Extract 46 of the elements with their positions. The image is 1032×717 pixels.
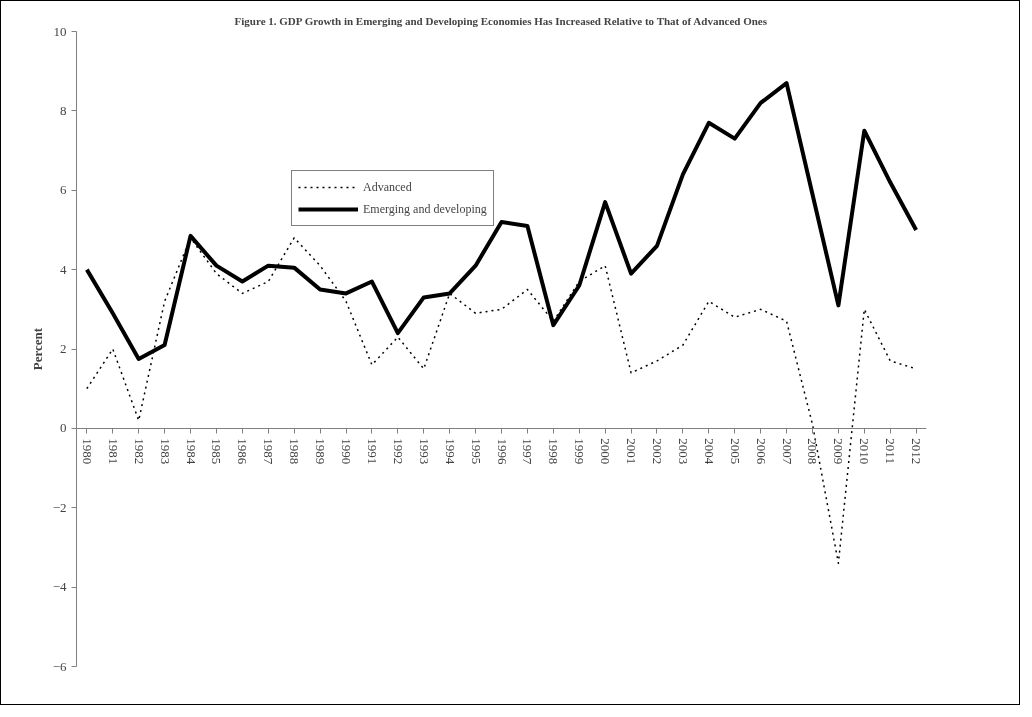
x-tick-label: 2002	[649, 438, 665, 465]
x-tick-label: 1985	[209, 438, 225, 465]
x-tick-label: 2006	[753, 438, 769, 465]
x-tick-label: 1990	[339, 438, 355, 465]
x-tick-label: 1980	[79, 438, 95, 465]
y-tick-label: −6	[52, 658, 67, 674]
x-tick-label: 1992	[390, 438, 406, 465]
x-tick-label: 1981	[105, 438, 121, 465]
x-tick-label: 1988	[287, 438, 303, 465]
y-tick-label: −4	[52, 579, 67, 595]
x-tick-label: 1991	[364, 438, 380, 465]
x-tick-label: 1993	[416, 438, 432, 465]
y-tick-label: 2	[60, 341, 67, 356]
x-tick-label: 1989	[313, 438, 329, 465]
x-tick-label: 1995	[468, 438, 484, 465]
x-tick-label: 2008	[805, 438, 821, 465]
y-tick-label: 0	[60, 420, 67, 436]
x-tick-label: 2000	[598, 438, 614, 465]
x-tick-label: 2003	[675, 438, 691, 465]
y-axis-title: Percent	[29, 327, 45, 371]
y-tick-label: 10	[53, 23, 67, 39]
x-tick-label: 1998	[546, 438, 562, 465]
x-tick-label: 1994	[442, 438, 458, 465]
x-tick-label: 1987	[261, 438, 277, 465]
x-tick-label: 1997	[520, 438, 536, 465]
x-tick-label: 1999	[572, 438, 588, 465]
x-tick-label: 1984	[183, 438, 199, 465]
y-tick-label: 8	[60, 102, 67, 118]
x-tick-label: 2007	[779, 438, 795, 465]
x-tick-label: 2004	[701, 438, 717, 465]
y-tick-label: −2	[52, 499, 67, 515]
x-tick-label: 2012	[909, 438, 925, 465]
x-tick-label: 2009	[831, 438, 847, 465]
x-tick-label: 2011	[883, 438, 899, 464]
x-tick-label: 2001	[624, 438, 640, 465]
x-tick-label: 2005	[727, 438, 743, 465]
chart-title: Figure 1. GDP Growth in Emerging and Developing Economies Has Increased Relative to That of Advanced Ones	[234, 14, 768, 27]
x-tick-label: 1996	[494, 438, 510, 465]
x-tick-label: 1982	[131, 438, 147, 465]
x-tick-label: 1983	[157, 438, 173, 465]
x-tick-label: 1986	[235, 438, 251, 465]
y-tick-label: 6	[60, 182, 67, 198]
legend-label: Advanced	[363, 179, 412, 195]
legend-label: Emerging and developing	[363, 201, 487, 217]
y-tick-label: 4	[60, 261, 67, 277]
x-tick-label: 2010	[857, 438, 873, 465]
